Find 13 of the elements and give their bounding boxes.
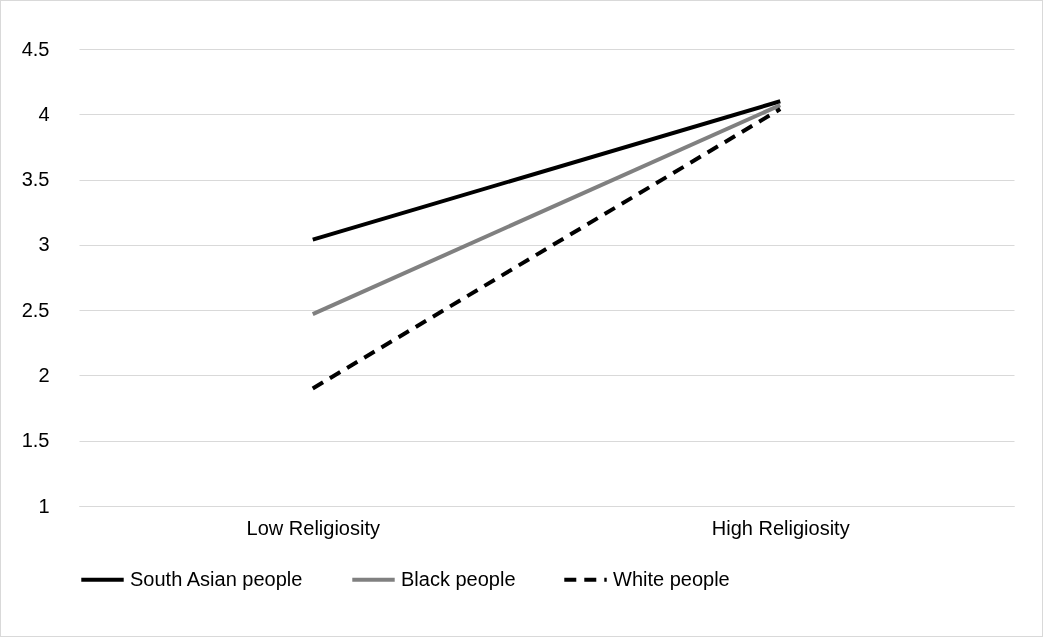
y-tick-label: 2 bbox=[38, 363, 50, 386]
y-tick-label: 2.5 bbox=[21, 298, 50, 321]
y-tick-label: 1.5 bbox=[21, 429, 50, 452]
y-tick-label: 4 bbox=[38, 102, 50, 125]
legend-label: South Asian people bbox=[130, 567, 303, 590]
legend-label: Black people bbox=[401, 567, 516, 590]
y-tick-label: 3 bbox=[38, 233, 50, 256]
y-tick-label: 1 bbox=[38, 494, 50, 517]
y-tick-label: 3.5 bbox=[21, 168, 50, 191]
y-tick-label: 4.5 bbox=[21, 37, 50, 60]
x-tick-label: High Religiosity bbox=[711, 516, 850, 539]
x-tick-label: Low Religiosity bbox=[246, 516, 380, 539]
legend-label: White people bbox=[613, 567, 730, 590]
